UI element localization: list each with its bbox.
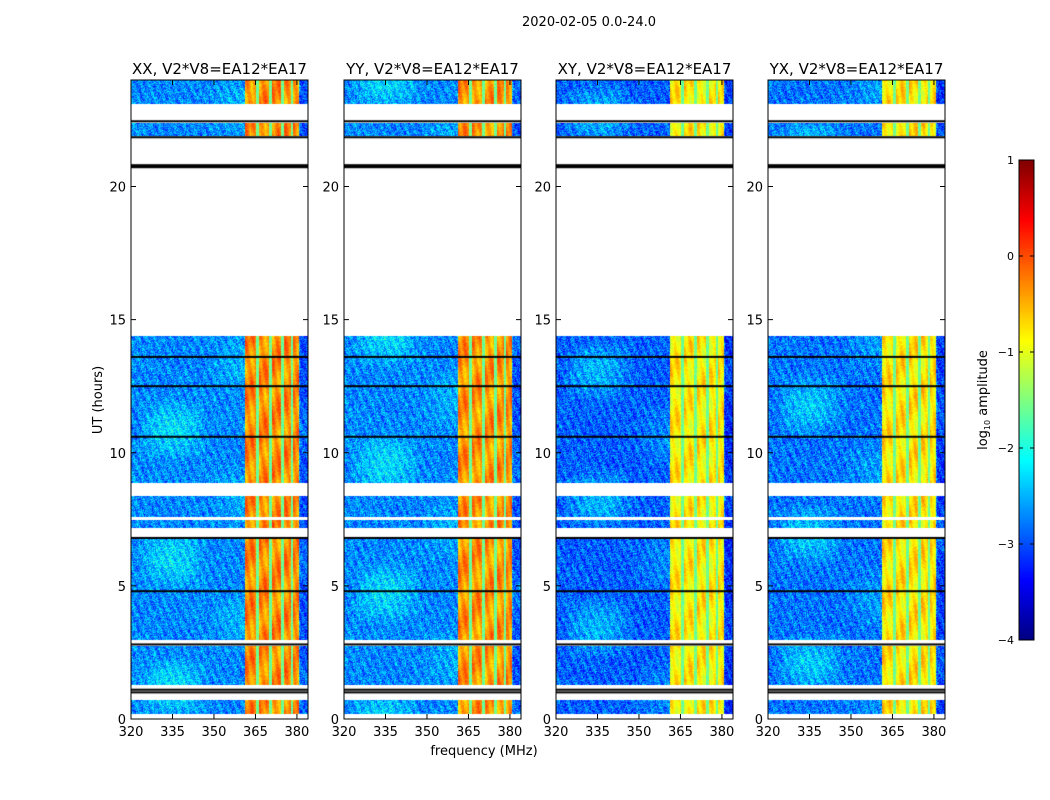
colorbar-tick-label: −2 [998, 442, 1014, 455]
x-tick-label: 365 [668, 725, 693, 740]
heatmap-panel-yy [344, 80, 521, 719]
colorbar-label: log10 amplitude [976, 350, 992, 450]
panel-title: XY, V2*V8=EA12*EA17 [558, 60, 732, 78]
panel-title: YX, V2*V8=EA12*EA17 [769, 60, 944, 78]
x-axis-label: frequency (MHz) [430, 744, 537, 759]
x-tick-label: 320 [332, 725, 357, 740]
colorbar-frame [1018, 159, 1035, 641]
figure-suptitle: 2020-02-05 0.0-24.0 [522, 15, 656, 30]
y-tick-label: 20 [109, 181, 126, 196]
y-tick-label: 10 [109, 447, 126, 462]
panel-title: YY, V2*V8=EA12*EA17 [345, 60, 519, 78]
colorbar-tick-label: 0 [1007, 250, 1014, 263]
x-tick-label: 350 [202, 725, 227, 740]
x-tick-label: 380 [285, 725, 310, 740]
x-tick-label: 320 [756, 725, 781, 740]
x-tick-label: 365 [880, 725, 905, 740]
x-tick-label: 335 [797, 725, 822, 740]
y-tick-label: 5 [331, 580, 339, 595]
colorbar-tick-label: 1 [1007, 154, 1014, 167]
y-tick-label: 5 [118, 580, 126, 595]
y-tick-label: 15 [109, 314, 126, 329]
panel-frame [130, 79, 309, 720]
x-tick-label: 350 [839, 725, 864, 740]
colorbar-tick-label: −3 [998, 538, 1014, 551]
colorbar-gradient [1019, 160, 1034, 640]
y-tick-label: 10 [322, 447, 339, 462]
y-tick-label: 15 [746, 314, 763, 329]
y-tick-label: 5 [755, 580, 763, 595]
x-tick-label: 365 [456, 725, 481, 740]
y-tick-label: 10 [746, 447, 763, 462]
heatmap-panel-xx [131, 80, 308, 719]
x-tick-label: 380 [922, 725, 947, 740]
y-tick-label: 20 [534, 181, 551, 196]
panel-frame [555, 79, 734, 720]
colorbar-tick-label: −4 [998, 634, 1014, 647]
y-tick-label: 0 [543, 713, 551, 728]
x-tick-label: 335 [373, 725, 398, 740]
x-tick-label: 380 [498, 725, 523, 740]
y-tick-label: 0 [118, 713, 126, 728]
panel-frame [343, 79, 522, 720]
heatmap-panel-xy [556, 80, 733, 719]
y-tick-label: 0 [755, 713, 763, 728]
y-axis-label: UT (hours) [91, 366, 106, 434]
heatmap-panel-yx [768, 80, 945, 719]
colorbar-tick-label: −1 [998, 346, 1014, 359]
y-tick-label: 15 [534, 314, 551, 329]
x-tick-label: 335 [585, 725, 610, 740]
y-tick-label: 0 [331, 713, 339, 728]
x-tick-label: 350 [415, 725, 440, 740]
y-tick-label: 15 [322, 314, 339, 329]
y-tick-label: 20 [322, 181, 339, 196]
panel-title: XX, V2*V8=EA12*EA17 [132, 60, 307, 78]
x-tick-label: 320 [544, 725, 569, 740]
x-tick-label: 335 [160, 725, 185, 740]
x-tick-label: 320 [119, 725, 144, 740]
x-tick-label: 350 [627, 725, 652, 740]
y-tick-label: 5 [543, 580, 551, 595]
x-tick-label: 365 [243, 725, 268, 740]
y-tick-label: 20 [746, 181, 763, 196]
x-tick-label: 380 [710, 725, 735, 740]
panel-frame [767, 79, 946, 720]
y-tick-label: 10 [534, 447, 551, 462]
